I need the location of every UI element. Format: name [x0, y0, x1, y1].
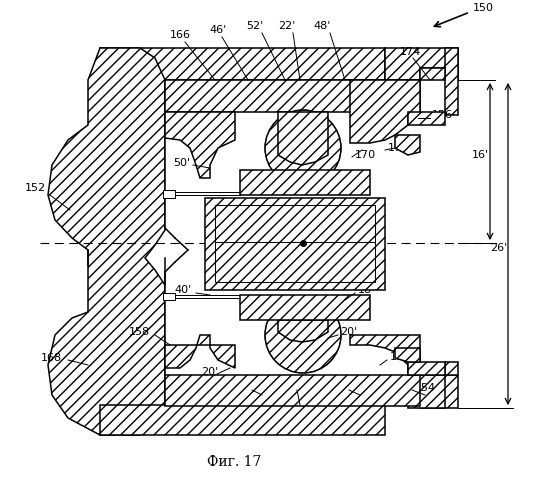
Polygon shape [165, 80, 420, 112]
Text: 156: 156 [432, 110, 453, 120]
Text: 20': 20' [340, 327, 357, 337]
Polygon shape [420, 375, 458, 408]
Polygon shape [350, 80, 420, 143]
Text: 172: 172 [388, 143, 409, 153]
Text: 50': 50' [173, 158, 190, 168]
Polygon shape [165, 335, 235, 368]
Text: 170: 170 [355, 150, 376, 160]
Text: 46': 46' [209, 25, 227, 35]
Polygon shape [408, 112, 445, 125]
Polygon shape [395, 348, 420, 362]
Polygon shape [385, 48, 458, 80]
Text: 158: 158 [129, 327, 150, 337]
Polygon shape [48, 48, 165, 435]
Text: 174: 174 [399, 47, 421, 57]
Text: 162: 162 [334, 382, 356, 392]
Text: 160: 160 [283, 382, 304, 392]
Text: 166: 166 [169, 30, 191, 40]
Polygon shape [100, 405, 385, 435]
Text: 16': 16' [472, 150, 489, 160]
Text: 26': 26' [490, 243, 507, 253]
Polygon shape [165, 82, 385, 405]
Text: 150: 150 [473, 3, 494, 13]
Text: Фиг. 17: Фиг. 17 [207, 455, 261, 469]
Text: 22': 22' [278, 21, 296, 31]
Text: 18': 18' [358, 285, 375, 295]
Polygon shape [278, 320, 328, 342]
Text: 154: 154 [415, 383, 436, 393]
Polygon shape [205, 198, 385, 290]
Text: 40': 40' [175, 285, 192, 295]
Text: 20': 20' [201, 367, 219, 377]
Polygon shape [278, 112, 328, 165]
Circle shape [265, 297, 341, 373]
Text: 52': 52' [247, 21, 264, 31]
Text: 161: 161 [237, 382, 259, 392]
Text: 48': 48' [313, 21, 330, 31]
Polygon shape [395, 135, 420, 155]
Polygon shape [163, 190, 175, 198]
Polygon shape [165, 375, 420, 406]
Polygon shape [408, 362, 445, 375]
Polygon shape [240, 170, 370, 195]
Polygon shape [215, 242, 375, 282]
Polygon shape [215, 205, 375, 282]
Polygon shape [445, 48, 458, 115]
Text: 152: 152 [25, 183, 46, 193]
Polygon shape [165, 112, 235, 178]
Polygon shape [350, 335, 420, 375]
Polygon shape [408, 375, 445, 408]
Polygon shape [240, 295, 370, 320]
Polygon shape [163, 293, 175, 300]
Circle shape [265, 110, 341, 186]
Polygon shape [215, 205, 375, 245]
Polygon shape [420, 68, 445, 80]
Polygon shape [445, 362, 458, 375]
Text: 156: 156 [390, 352, 411, 362]
Text: 168: 168 [41, 353, 62, 363]
Polygon shape [100, 48, 385, 80]
